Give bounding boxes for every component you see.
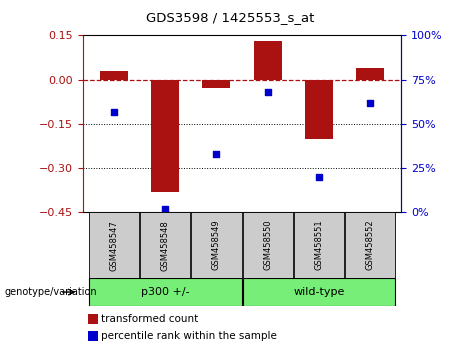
FancyBboxPatch shape (242, 212, 293, 278)
Bar (88, 314, 98, 324)
Text: GSM458549: GSM458549 (212, 220, 221, 270)
Bar (100, 71, 128, 80)
Bar (88, 331, 98, 341)
Text: GDS3598 / 1425553_s_at: GDS3598 / 1425553_s_at (146, 11, 315, 24)
Bar (305, 80, 333, 139)
Point (110, 109, 118, 114)
FancyBboxPatch shape (89, 212, 139, 278)
Point (264, 89, 272, 95)
Text: wild-type: wild-type (293, 287, 345, 297)
Text: GSM458550: GSM458550 (263, 220, 272, 270)
Text: percentile rank within the sample: percentile rank within the sample (101, 331, 278, 341)
Text: GSM458552: GSM458552 (366, 220, 375, 270)
Point (366, 100, 374, 105)
Text: GSM458548: GSM458548 (160, 220, 170, 270)
Text: genotype/variation: genotype/variation (5, 287, 97, 297)
Point (315, 174, 323, 180)
Text: GSM458547: GSM458547 (109, 220, 118, 270)
Text: transformed count: transformed count (101, 314, 199, 324)
FancyBboxPatch shape (345, 212, 396, 278)
Point (161, 206, 169, 212)
FancyBboxPatch shape (89, 279, 242, 306)
Text: p300 +/-: p300 +/- (141, 287, 189, 297)
Bar (356, 68, 384, 80)
Text: GSM458551: GSM458551 (314, 220, 324, 270)
Point (213, 151, 220, 157)
Bar (202, 80, 230, 88)
FancyBboxPatch shape (140, 212, 190, 278)
FancyBboxPatch shape (191, 212, 242, 278)
FancyBboxPatch shape (242, 279, 396, 306)
Bar (254, 41, 282, 80)
FancyBboxPatch shape (294, 212, 344, 278)
Bar (151, 80, 179, 192)
